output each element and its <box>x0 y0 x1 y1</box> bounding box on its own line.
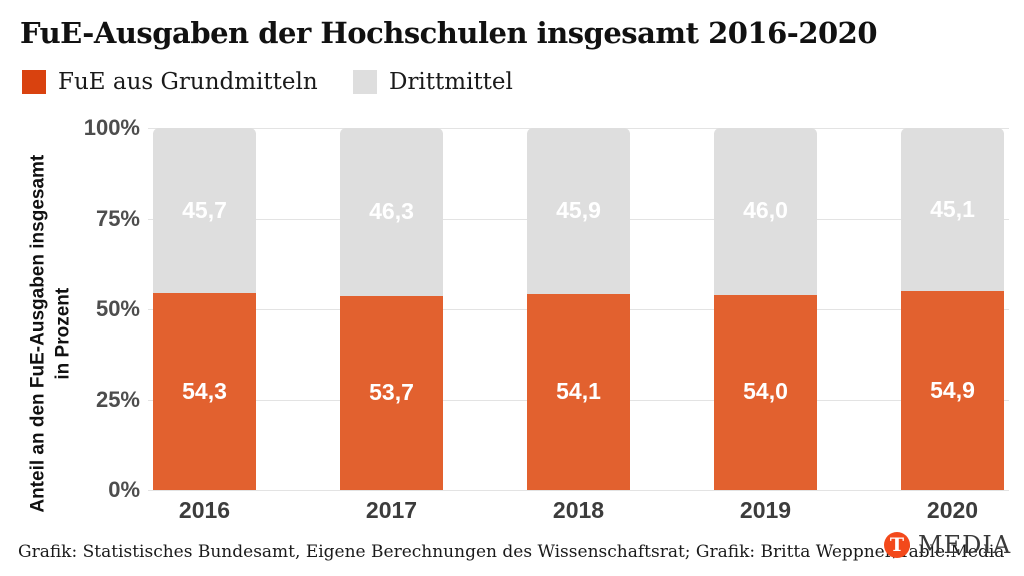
bar-value-grundmitteln-2020: 54,9 <box>930 376 975 403</box>
bar-value-drittmittel-2016: 45,7 <box>182 196 227 223</box>
bar-segment-drittmittel-2016 <box>153 128 256 294</box>
x-axis-label-2019: 2019 <box>739 497 792 523</box>
table-media-logo-icon: T <box>884 532 910 558</box>
bar-value-grundmitteln-2016: 54,3 <box>182 377 227 404</box>
chart-title: FuE-Ausgaben der Hochschulen insgesamt 2… <box>20 16 878 50</box>
bar-segment-grundmitteln-2019 <box>714 294 817 490</box>
bar-segment-grundmitteln-2017 <box>340 295 443 490</box>
bar-value-grundmitteln-2018: 54,1 <box>556 378 601 405</box>
x-axis-label-2020: 2020 <box>926 497 979 523</box>
y-tick-label-75%: 75% <box>95 205 140 231</box>
bar-value-drittmittel-2019: 46,0 <box>743 197 788 224</box>
bar-segment-grundmitteln-2020 <box>901 291 1004 490</box>
y-tick-label-50%: 50% <box>95 296 140 321</box>
bar-segment-drittmittel-2019 <box>714 128 817 295</box>
bar-segment-drittmittel-2020 <box>901 128 1004 292</box>
y-tick-label-100%: 100% <box>83 115 140 140</box>
bar-value-drittmittel-2018: 45,9 <box>556 197 601 224</box>
y-tick-label-25%: 25% <box>95 386 140 412</box>
x-axis-label-2016: 2016 <box>178 497 231 523</box>
legend-item-grundmitteln: FuE aus Grundmitteln <box>22 69 318 95</box>
x-axis-label-2018: 2018 <box>552 497 605 523</box>
legend-swatch-grundmitteln-icon <box>22 70 46 94</box>
bar-segment-grundmitteln-2018 <box>527 294 630 490</box>
x-axis-label-2017: 2017 <box>365 497 418 523</box>
bar-value-drittmittel-2020: 45,1 <box>930 195 975 222</box>
bar-value-grundmitteln-2017: 53,7 <box>369 378 414 405</box>
bar-segment-drittmittel-2018 <box>527 128 630 295</box>
legend-label-drittmittel: Drittmittel <box>389 69 513 95</box>
source-credit: Grafik: Statistisches Bundesamt, Eigene … <box>18 542 1005 562</box>
table-media-logo-word: MEDIA <box>918 531 1012 559</box>
legend-item-drittmittel: Drittmittel <box>353 69 513 95</box>
bar-segment-drittmittel-2017 <box>340 128 443 296</box>
legend-label-grundmitteln: FuE aus Grundmitteln <box>58 69 318 95</box>
legend-swatch-drittmittel-icon <box>353 70 377 94</box>
bar-value-drittmittel-2017: 46,3 <box>369 197 414 224</box>
table-media-logo: T MEDIA <box>884 531 1011 559</box>
bar-value-grundmitteln-2019: 54,0 <box>743 378 788 405</box>
y-tick-label-0%: 0% <box>108 477 140 502</box>
gridline-0% <box>148 490 1009 491</box>
bar-segment-grundmitteln-2016 <box>153 293 256 490</box>
